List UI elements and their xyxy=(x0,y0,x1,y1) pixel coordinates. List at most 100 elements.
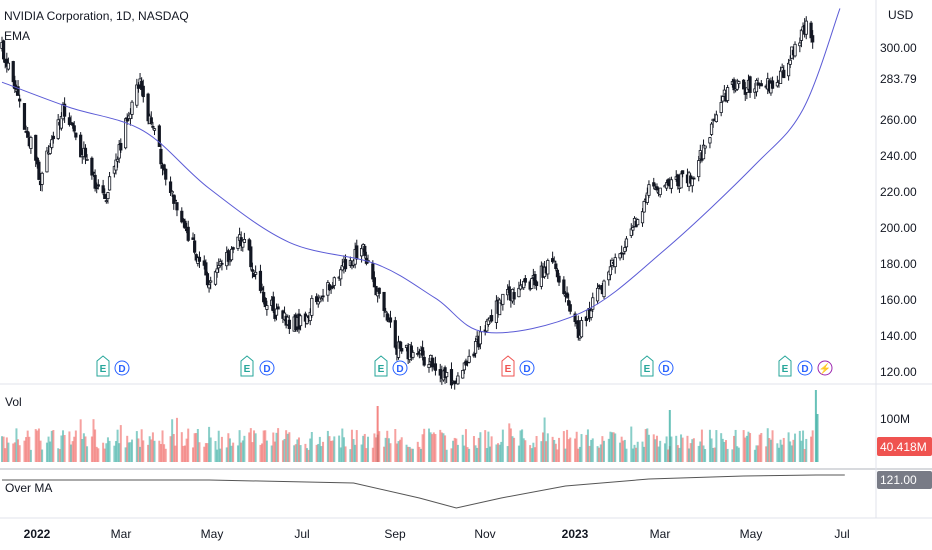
indicator-axis[interactable]: 121.00 xyxy=(877,471,932,489)
candle-down xyxy=(204,262,208,276)
volume-bar xyxy=(444,435,447,462)
volume-bar xyxy=(569,437,572,462)
candle-down xyxy=(258,270,263,291)
symbol-title[interactable]: NVIDIA Corporation, 1D, NASDAQ xyxy=(4,9,189,23)
volume-bar xyxy=(416,441,419,462)
dividend-marker[interactable]: D xyxy=(392,360,408,376)
time-label: Sep xyxy=(384,527,406,541)
current-volume-label: 40.418M xyxy=(880,440,927,454)
price-axis[interactable]: USD 300.00 300.00 260.00 240.00 220.00 2… xyxy=(877,8,932,379)
dividend-label: D xyxy=(662,364,669,375)
volume-bar xyxy=(421,434,424,462)
volume-bar xyxy=(131,439,134,462)
volume-bar xyxy=(455,438,458,462)
volume-bar xyxy=(296,439,299,462)
volume-bar xyxy=(798,430,801,462)
earnings-marker[interactable]: E xyxy=(501,355,515,377)
earnings-marker[interactable]: E xyxy=(374,355,388,377)
volume-legend[interactable]: Vol xyxy=(5,395,22,409)
time-label: Jul xyxy=(834,527,849,541)
candle-up xyxy=(719,102,723,113)
candle-down xyxy=(388,317,393,323)
ema-legend[interactable]: EMA xyxy=(4,29,30,43)
dividend-marker[interactable]: D xyxy=(114,360,130,376)
time-label: 2023 xyxy=(562,527,589,541)
earnings-marker[interactable]: E xyxy=(240,355,254,377)
volume-bar xyxy=(419,448,422,462)
candle-down xyxy=(490,315,494,322)
candle-up xyxy=(640,211,645,224)
candle-down xyxy=(331,286,335,288)
volume-bar xyxy=(771,430,774,462)
candle-down xyxy=(141,85,145,98)
volume-bar xyxy=(723,441,726,462)
volume-bar xyxy=(423,428,426,462)
candle-down xyxy=(770,80,775,89)
over-ma-line xyxy=(2,474,845,509)
candle-down xyxy=(11,61,15,83)
earnings-marker[interactable]: E xyxy=(96,355,110,377)
candle-down xyxy=(90,157,94,176)
candle-down xyxy=(385,313,389,321)
candle-down xyxy=(183,220,187,229)
candle-down xyxy=(420,347,425,356)
dividend-marker[interactable]: D xyxy=(658,360,674,376)
volume-bar xyxy=(262,430,265,462)
volume-bar xyxy=(363,433,366,462)
candle-down xyxy=(260,287,264,291)
candles xyxy=(0,16,815,390)
volume-bar xyxy=(564,448,567,462)
dividend-marker[interactable]: D xyxy=(797,360,813,376)
volume-bar xyxy=(490,436,493,462)
volume-bar xyxy=(15,428,18,462)
volume-bar xyxy=(383,446,386,462)
volume-bar xyxy=(50,430,53,462)
candle-up xyxy=(170,191,174,194)
volume-bar xyxy=(663,443,666,462)
volume-bar xyxy=(185,438,188,462)
volume-bar xyxy=(567,439,570,462)
volume-bar xyxy=(248,432,251,462)
volume-bar xyxy=(631,448,634,462)
earnings-marker[interactable]: E xyxy=(778,355,792,377)
volume-bar xyxy=(586,429,589,462)
over-ma-value-label: 121.00 xyxy=(880,473,917,487)
candle-up xyxy=(48,145,52,154)
volume-bar xyxy=(196,428,199,462)
volume-bar xyxy=(769,439,772,462)
volume-bar xyxy=(590,439,593,462)
volume-bar xyxy=(330,440,333,462)
volume-bar xyxy=(680,434,683,462)
price-tick: 260.00 xyxy=(880,113,917,127)
candle-up xyxy=(319,298,324,301)
current-price-label: 283.79 xyxy=(880,72,917,86)
split-marker[interactable]: ⚡ xyxy=(817,360,833,376)
earnings-marker[interactable]: E xyxy=(640,355,654,377)
candle-up xyxy=(623,247,627,252)
candle-down xyxy=(371,263,375,280)
volume-bar xyxy=(103,448,106,462)
volume-bar xyxy=(13,442,16,462)
volume-bar xyxy=(781,444,784,462)
volume-bar xyxy=(731,449,734,462)
candle-up xyxy=(690,178,694,187)
volume-axis[interactable]: 100M 40.418M xyxy=(877,412,932,456)
volume-bar xyxy=(692,438,695,462)
volume-bar xyxy=(652,434,655,462)
volume-bar xyxy=(529,445,532,462)
volume-bar xyxy=(339,447,342,462)
dividend-marker[interactable]: D xyxy=(519,360,535,376)
volume-bar xyxy=(532,442,535,462)
volume-bar xyxy=(161,430,164,462)
candle-down xyxy=(533,274,537,286)
candle-up xyxy=(613,257,617,268)
volume-bar xyxy=(479,432,482,462)
candle-up xyxy=(456,375,460,385)
volume-bar xyxy=(371,447,374,462)
volume-bar xyxy=(34,429,37,462)
dividend-marker[interactable]: D xyxy=(259,360,275,376)
over-ma-legend[interactable]: Over MA xyxy=(5,481,52,495)
time-axis[interactable]: 2022 Mar May Jul Sep Nov 2023 Mar May Ju… xyxy=(24,527,850,541)
volume-bar xyxy=(776,443,779,462)
